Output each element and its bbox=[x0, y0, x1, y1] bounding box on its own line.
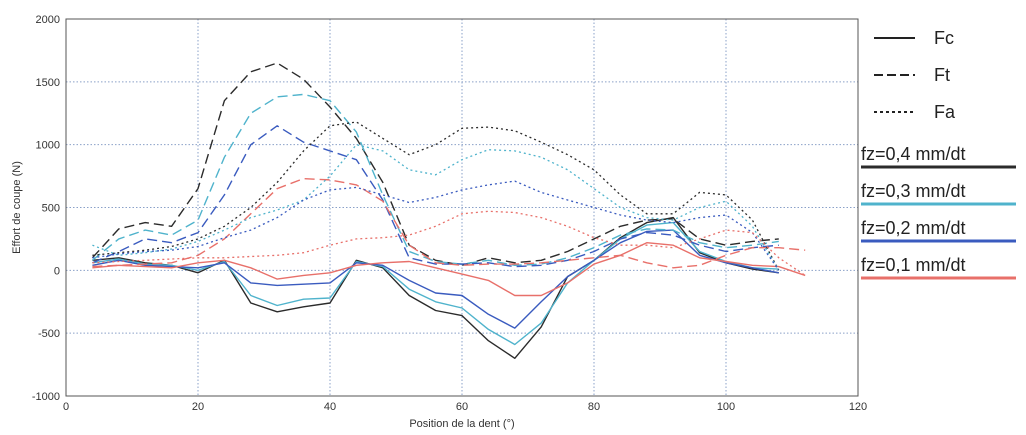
x-tick-label: 100 bbox=[717, 401, 735, 413]
y-tick-label: -500 bbox=[38, 328, 60, 340]
series-fc-feed-3 bbox=[92, 241, 806, 297]
x-tick-label: 80 bbox=[588, 401, 600, 413]
x-axis-title: Position de la dent (°) bbox=[409, 418, 514, 430]
y-axis-title: Effort de coupe (N) bbox=[11, 161, 23, 254]
tick-labels: 0 20 40 60 80 100 120 -1000 -500 0 500 1000 1500 2000 bbox=[32, 14, 867, 413]
legend: Fc Ft Fa fz=0,4 mm/dt fz=0,3 mm/dt fz=0,2 mm/… bbox=[861, 28, 1016, 280]
y-tick-label: 2000 bbox=[36, 14, 60, 26]
legend-feed-label: fz=0,1 mm/dt bbox=[861, 255, 966, 275]
series-layer bbox=[91, 62, 806, 359]
series-fa-feed-3 bbox=[92, 210, 806, 276]
plot-frame bbox=[65, 18, 859, 397]
series-ft-feed-1 bbox=[91, 93, 779, 266]
legend-feed-label: fz=0,2 mm/dt bbox=[861, 218, 966, 238]
legend-feed-label: fz=0,4 mm/dt bbox=[861, 144, 966, 164]
y-tick-label: -1000 bbox=[32, 391, 60, 403]
x-tick-label: 0 bbox=[63, 401, 69, 413]
series-fc-feed-1 bbox=[92, 221, 779, 346]
series-ft-feed-2 bbox=[92, 125, 779, 268]
series-fa-feed-0 bbox=[92, 121, 780, 271]
series-fc-feed-2 bbox=[92, 229, 779, 329]
x-tick-label: 40 bbox=[324, 401, 336, 413]
y-tick-label: 1000 bbox=[36, 140, 60, 152]
y-tick-label: 1500 bbox=[36, 77, 60, 89]
y-tick-label: 500 bbox=[42, 203, 60, 215]
series-ft-feed-3 bbox=[92, 177, 806, 269]
legend-label-fc: Fc bbox=[934, 28, 954, 48]
legend-label-ft: Ft bbox=[934, 65, 950, 85]
x-tick-label: 120 bbox=[849, 401, 867, 413]
y-tick-label: 0 bbox=[54, 265, 60, 277]
series-ft-feed-0 bbox=[91, 62, 779, 266]
legend-feed-label: fz=0,3 mm/dt bbox=[861, 181, 966, 201]
x-tick-label: 60 bbox=[456, 401, 468, 413]
x-tick-label: 20 bbox=[192, 401, 204, 413]
series-fa-feed-1 bbox=[92, 144, 780, 271]
series-fc-feed-0 bbox=[92, 216, 779, 359]
legend-label-fa: Fa bbox=[934, 102, 956, 122]
series-fa-feed-2 bbox=[92, 180, 780, 271]
grid bbox=[66, 19, 858, 396]
